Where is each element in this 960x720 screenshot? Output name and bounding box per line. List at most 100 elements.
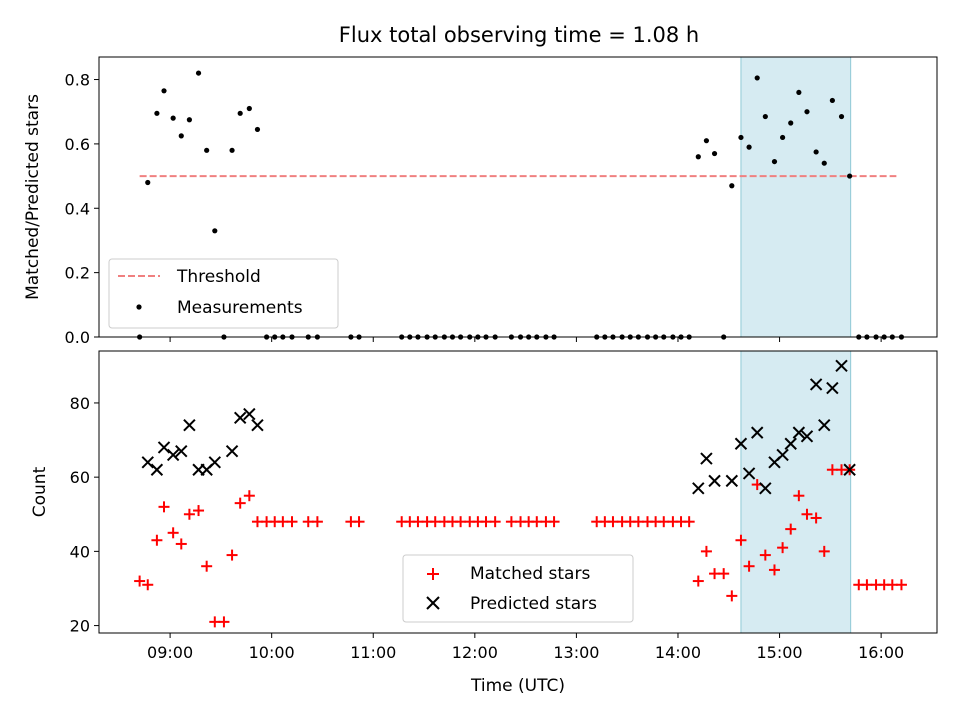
chart-title: Flux total observing time = 1.08 h bbox=[339, 23, 699, 47]
matched-star-point bbox=[142, 579, 154, 591]
x-tick-label: 10:00 bbox=[249, 643, 295, 662]
matched-star-point bbox=[743, 560, 755, 572]
measurement-point bbox=[161, 88, 167, 94]
matched-star-point bbox=[818, 545, 830, 557]
matched-star-point bbox=[895, 579, 907, 591]
predicted-star-point bbox=[759, 482, 772, 495]
matched-star-point bbox=[548, 516, 560, 528]
count-panel-frame bbox=[98, 350, 938, 634]
measurement-point bbox=[703, 138, 710, 144]
x-tick-label: 14:00 bbox=[655, 643, 701, 662]
matched-star-point bbox=[234, 497, 246, 509]
x-tick-label: 16:00 bbox=[858, 643, 904, 662]
predicted-star-point bbox=[225, 444, 239, 458]
y-tick-label: 80 bbox=[70, 394, 90, 413]
measurement-point bbox=[796, 89, 802, 96]
y-tick-label: 0.2 bbox=[65, 264, 90, 283]
predicted-star-point bbox=[742, 467, 756, 480]
measurement-point bbox=[838, 113, 845, 120]
predicted-star-point bbox=[792, 426, 806, 439]
measurement-point bbox=[754, 75, 760, 81]
matched-star-point bbox=[311, 516, 323, 528]
y-tick-label: 0.6 bbox=[65, 135, 90, 154]
measurement-point bbox=[212, 228, 218, 234]
count-legend-box bbox=[402, 554, 634, 623]
measurement-point bbox=[746, 144, 752, 150]
matched-star-point bbox=[759, 549, 771, 561]
legend-measurements-label: Measurements bbox=[177, 298, 303, 318]
measurement-point bbox=[695, 154, 701, 160]
measurement-point bbox=[246, 105, 252, 112]
predicted-star-point bbox=[734, 437, 748, 450]
ratio-legend: Threshold Measurements bbox=[108, 258, 339, 329]
matched-star-point bbox=[167, 527, 179, 539]
predicted-star-point bbox=[843, 463, 856, 476]
predicted-star-point bbox=[826, 381, 839, 395]
highlight-span bbox=[740, 350, 852, 634]
legend-matched-label: Matched stars bbox=[470, 564, 590, 584]
predicted-star-point bbox=[800, 430, 814, 443]
measurement-point bbox=[771, 158, 778, 165]
matched-star-point bbox=[793, 490, 805, 502]
predicted-star-point bbox=[208, 456, 222, 469]
matched-star-point bbox=[692, 575, 704, 587]
measurement-point bbox=[145, 179, 151, 186]
matched-star-point bbox=[726, 590, 738, 602]
matched-star-point bbox=[243, 490, 255, 502]
measurement-point bbox=[847, 173, 853, 179]
matched-star-point bbox=[183, 508, 195, 520]
matched-star-point bbox=[718, 568, 730, 580]
count-panel: 20 40 60 80 09:00 10:00 11:00 12:00 13:00 14:00 1… bbox=[30, 350, 938, 696]
measurement-point bbox=[254, 126, 261, 133]
matched-star-point bbox=[226, 549, 238, 561]
legend-matched-marker bbox=[427, 568, 439, 580]
matched-star-point bbox=[810, 512, 822, 524]
measurement-point bbox=[170, 115, 176, 121]
predicted-star-point bbox=[157, 441, 171, 454]
predicted-star-point bbox=[243, 407, 256, 421]
matched-star-point bbox=[218, 616, 230, 628]
matched-star-point bbox=[801, 508, 813, 520]
predicted-star-point bbox=[751, 426, 764, 439]
predicted-star-point bbox=[776, 448, 789, 462]
predicted-star-point bbox=[166, 448, 180, 462]
matched-star-point bbox=[286, 516, 298, 528]
measurement-point bbox=[729, 183, 735, 189]
ratio-panel: 0.00.20.40.60.8 Matched/Predicted stars … bbox=[23, 56, 938, 347]
predicted-star-point bbox=[692, 482, 705, 495]
measurement-point bbox=[237, 110, 243, 116]
legend-predicted-label: Predicted stars bbox=[470, 594, 597, 614]
matched-star-point bbox=[158, 501, 170, 513]
predicted-star-point bbox=[809, 378, 823, 391]
measurement-point bbox=[829, 97, 835, 104]
predicted-star-point bbox=[700, 452, 713, 465]
ratio-panel-ylabel: Matched/Predicted stars bbox=[23, 94, 43, 300]
ratio-legend-box bbox=[108, 258, 339, 329]
y-tick-label: 0.4 bbox=[65, 199, 90, 218]
predicted-star-point bbox=[251, 419, 264, 432]
legend-predicted-marker bbox=[426, 596, 440, 610]
predicted-star-point bbox=[141, 456, 154, 469]
count-panel-ylabel: Count bbox=[30, 466, 50, 517]
matched-star-point bbox=[683, 516, 695, 528]
y-tick-label: 20 bbox=[70, 617, 90, 636]
measurement-point bbox=[738, 134, 744, 141]
measurement-point bbox=[154, 110, 160, 116]
count-legend: Matched stars Predicted stars bbox=[402, 554, 634, 623]
ratio-panel-frame bbox=[98, 56, 938, 338]
measurement-point bbox=[788, 120, 794, 126]
predicted-star-point bbox=[183, 419, 196, 432]
measurement-point bbox=[762, 113, 768, 120]
measurement-point bbox=[186, 117, 193, 123]
matched-star-point bbox=[175, 538, 187, 550]
matched-star-point bbox=[489, 516, 501, 528]
y-tick-label: 0.0 bbox=[65, 328, 90, 347]
x-tick-label: 11:00 bbox=[350, 643, 396, 662]
measurement-point bbox=[804, 109, 810, 115]
measurement-point bbox=[711, 150, 718, 157]
matched-star-point bbox=[700, 545, 712, 557]
matched-star-point bbox=[134, 575, 146, 587]
matched-star-point bbox=[735, 534, 747, 546]
highlight-span bbox=[740, 56, 852, 338]
y-tick-label: 60 bbox=[70, 468, 90, 487]
